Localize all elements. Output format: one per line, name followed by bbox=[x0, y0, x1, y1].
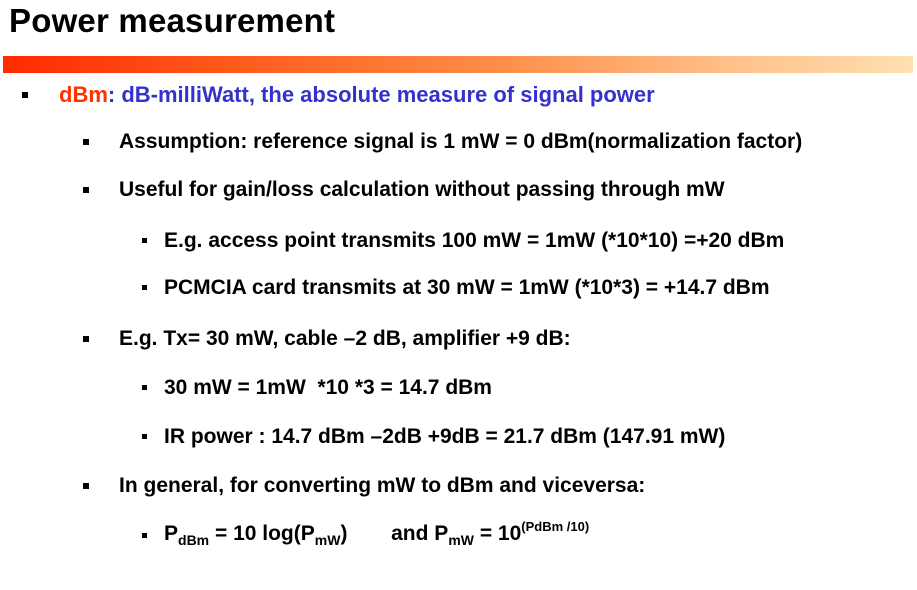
formula-line: PdBm = 10 log(PmW) and PmW = 10(PdBm /10… bbox=[164, 519, 590, 548]
bullet-30mw: 30 mW = 1mW *10 *3 = 14.7 dBm bbox=[164, 376, 492, 399]
bullet-dbm-definition: dBm: dB-milliWatt, the absolute measure … bbox=[59, 82, 655, 108]
bullet-square-icon bbox=[142, 385, 147, 390]
formula-eq2: = 10 bbox=[473, 522, 522, 545]
bullet-example-tx: E.g. Tx= 30 mW, cable –2 dB, amplifier +… bbox=[119, 327, 571, 350]
bullet-useful: Useful for gain/loss calculation without… bbox=[119, 178, 725, 201]
bullet-square-icon bbox=[83, 187, 89, 193]
title-gradient-bar bbox=[3, 56, 913, 73]
formula-and-p: and P bbox=[391, 522, 449, 545]
bullet-square-icon bbox=[83, 483, 89, 489]
bullet-square-icon bbox=[22, 92, 28, 98]
bullet-square-icon bbox=[83, 336, 89, 342]
formula-sub-mw: mW bbox=[314, 532, 341, 548]
dbm-term: dBm bbox=[59, 82, 108, 107]
formula-exponent: (PdBm /10) bbox=[521, 519, 590, 534]
bullet-in-general: In general, for converting mW to dBm and… bbox=[119, 474, 646, 497]
bullet-ir-power: IR power : 14.7 dBm –2dB +9dB = 21.7 dBm… bbox=[164, 425, 726, 448]
bullet-assumption: Assumption: reference signal is 1 mW = 0… bbox=[119, 130, 803, 153]
bullet-square-icon bbox=[83, 139, 89, 145]
slide-title: Power measurement bbox=[9, 2, 336, 39]
bullet-pcmcia: PCMCIA card transmits at 30 mW = 1mW (*1… bbox=[164, 276, 770, 299]
dbm-definition-text: : dB-milliWatt, the absolute measure of … bbox=[107, 82, 655, 107]
formula-sub-mw2: mW bbox=[448, 532, 474, 548]
formula-eq1: = 10 log(P bbox=[209, 522, 315, 545]
bullet-square-icon bbox=[142, 434, 147, 439]
bullet-square-icon bbox=[142, 285, 147, 290]
bullet-access-point: E.g. access point transmits 100 mW = 1mW… bbox=[164, 229, 785, 252]
formula-close: ) bbox=[340, 522, 348, 545]
formula-sub-dbm: dBm bbox=[178, 532, 210, 548]
formula-p: P bbox=[164, 522, 179, 545]
bullet-square-icon bbox=[142, 238, 147, 243]
bullet-square-icon bbox=[142, 533, 147, 538]
